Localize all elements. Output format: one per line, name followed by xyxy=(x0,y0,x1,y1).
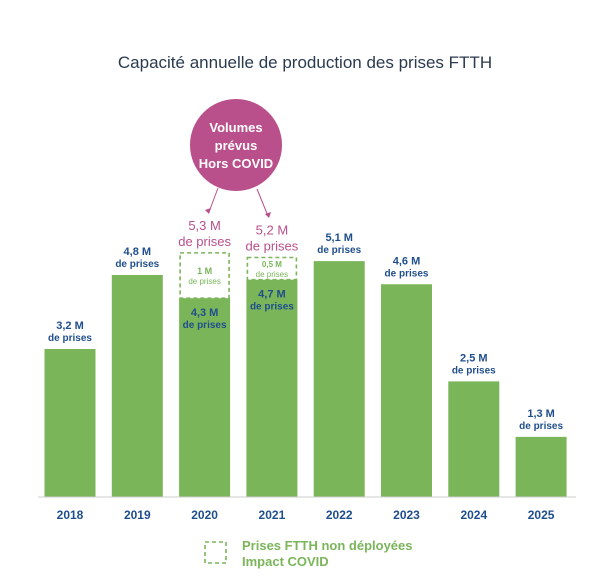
data-label-2019: 4,8 M xyxy=(124,246,152,258)
data-label-2021: 4,7 M xyxy=(258,289,286,301)
data-label-2023: 4,6 M xyxy=(393,255,421,267)
x-tick-2024: 2024 xyxy=(460,508,487,522)
annotation-arrow-2020 xyxy=(208,187,219,213)
data-unit-2019: de prises xyxy=(115,259,159,270)
bar-2025 xyxy=(515,436,567,497)
data-unit-2022: de prises xyxy=(317,245,361,256)
data-label-2018: 3,2 M xyxy=(56,320,84,332)
x-tick-2018: 2018 xyxy=(57,508,84,522)
covid-label-2020: 1 M xyxy=(197,266,212,276)
annotation-arrow-2021 xyxy=(256,188,269,217)
covid-unit-2021: de prises xyxy=(256,270,288,279)
bar-2021 xyxy=(246,279,298,497)
bar-2023 xyxy=(381,284,432,497)
x-tick-2025: 2025 xyxy=(528,508,555,522)
data-label-2024: 2,5 M xyxy=(460,352,488,364)
bars xyxy=(44,252,567,497)
bar-2019 xyxy=(111,275,163,497)
bar-2022 xyxy=(313,261,365,497)
legend-line-1: Prises FTTH non déployées xyxy=(242,538,413,553)
data-unit-2021: de prises xyxy=(250,302,294,313)
annotation-arrowhead-2021 xyxy=(265,212,271,218)
covid-unit-2020: de prises xyxy=(188,277,220,286)
annotation-line-1: Volumes xyxy=(209,120,262,135)
covid-label-2021: 0,5 M xyxy=(262,260,282,269)
bar-2024 xyxy=(448,381,500,497)
covid-bar-2020 xyxy=(179,252,230,299)
annotation: Volumes prévus Hors COVID xyxy=(190,99,282,218)
data-unit-2025: de prises xyxy=(519,421,563,432)
data-unit-2018: de prises xyxy=(48,333,92,344)
data-unit-2024: de prises xyxy=(452,365,496,376)
planned-unit-2020: de prises xyxy=(178,234,231,249)
data-label-2020: 4,3 M xyxy=(191,307,219,319)
x-tick-2019: 2019 xyxy=(124,508,151,522)
annotation-line-3: Hors COVID xyxy=(199,156,273,171)
chart-title: Capacité annuelle de production des pris… xyxy=(118,53,492,72)
annotation-line-2: prévus xyxy=(215,138,258,153)
data-label-2025: 1,3 M xyxy=(527,408,555,420)
legend-line-2: Impact COVID xyxy=(242,554,329,569)
annotation-bubble xyxy=(190,99,282,191)
x-tick-2020: 2020 xyxy=(191,508,218,522)
x-tick-2021: 2021 xyxy=(259,508,286,522)
planned-unit-2021: de prises xyxy=(246,239,299,254)
data-unit-2023: de prises xyxy=(385,268,429,279)
x-tick-2023: 2023 xyxy=(393,508,420,522)
annotation-arrowhead-2020 xyxy=(205,208,211,214)
bar-2020 xyxy=(179,298,231,497)
x-tick-2022: 2022 xyxy=(326,508,353,522)
planned-label-2020: 5,3 M xyxy=(188,218,221,233)
data-label-2022: 5,1 M xyxy=(325,232,353,244)
data-unit-2020: de prises xyxy=(183,320,227,331)
bar-2018 xyxy=(44,349,96,497)
legend-swatch xyxy=(204,541,227,564)
covid-bar-2021 xyxy=(246,256,298,281)
legend: Prises FTTH non déployées Impact COVID xyxy=(204,538,413,569)
planned-label-2021: 5,2 M xyxy=(256,223,289,238)
